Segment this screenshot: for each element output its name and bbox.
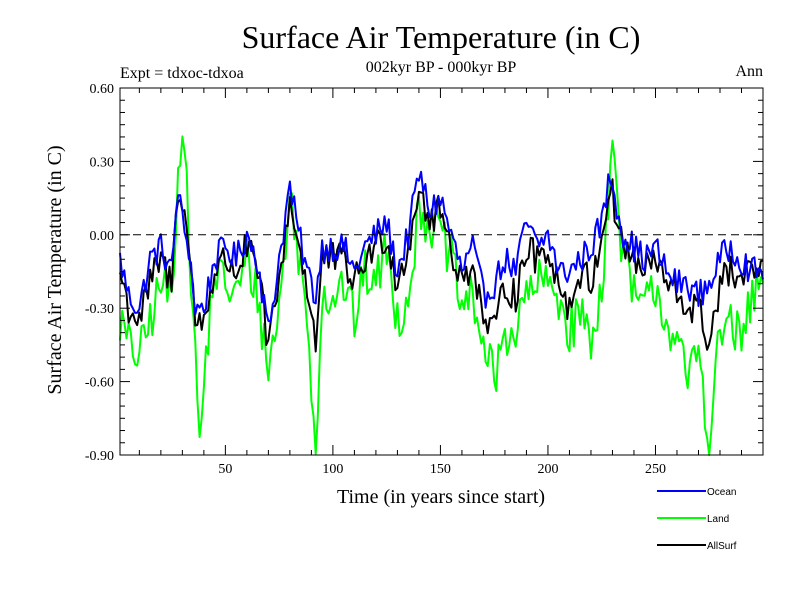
x-tick-label: 200 (537, 462, 558, 477)
x-tick-label: 100 (322, 462, 343, 477)
legend-label-ocean: Ocean (707, 487, 736, 498)
legend-label-land: Land (707, 514, 729, 525)
series-line-allsurf (119, 178, 764, 353)
y-tick-label: 0.00 (90, 229, 115, 244)
y-tick-label: 0.30 (90, 155, 115, 170)
series-line-ocean (119, 170, 764, 323)
legend-label-allsurf: AllSurf (707, 541, 737, 552)
legend: Ocean Land AllSurf (657, 487, 737, 552)
series-layer (119, 135, 764, 456)
period-label: 002kyr BP - 000kyr BP (366, 59, 517, 76)
y-axis-title: Surface Air Temperature (in C) (44, 145, 66, 394)
y-tick-label: -0.90 (85, 449, 114, 464)
series-line-land (119, 135, 764, 456)
x-axis-title: Time (in years since start) (337, 486, 545, 508)
y-tick-label: -0.30 (85, 302, 114, 317)
season-label: Ann (735, 63, 763, 80)
axis-tick-labels: 50 100 150 200 250 0.60 0.30 0.00 -0.30 -0.60 -0.9… (85, 82, 666, 477)
axis-ticks (120, 87, 764, 456)
x-tick-label: 150 (430, 462, 451, 477)
y-tick-label: -0.60 (85, 376, 114, 391)
chart-title: Surface Air Temperature (in C) (242, 19, 641, 55)
experiment-label: Expt = tdxoc-tdxoa (120, 65, 244, 82)
x-tick-label: 250 (645, 462, 666, 477)
x-tick-label: 50 (218, 462, 232, 477)
y-tick-label: 0.60 (90, 82, 115, 97)
